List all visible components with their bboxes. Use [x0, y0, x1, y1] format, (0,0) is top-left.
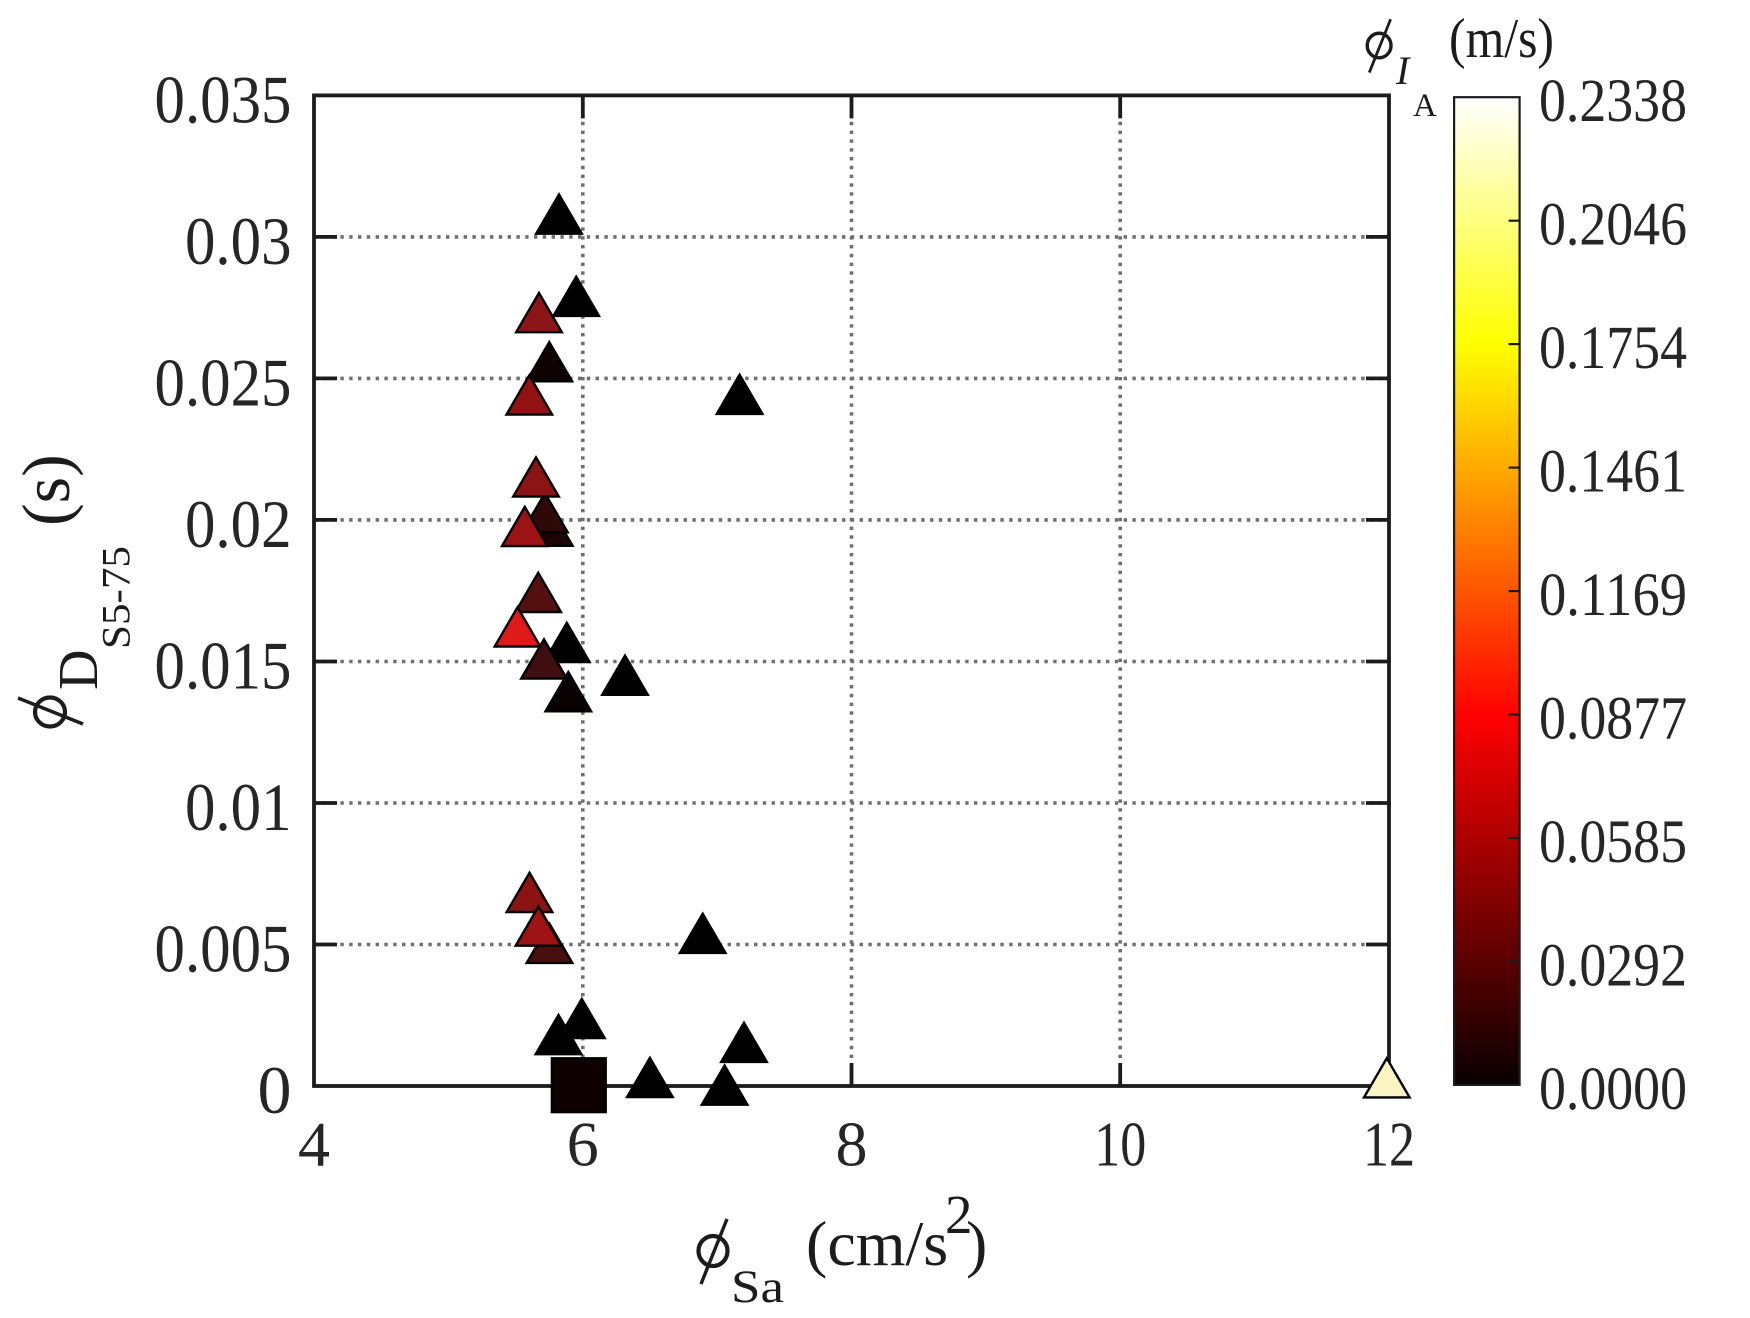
svg-text:10: 10 — [1094, 1109, 1146, 1180]
svg-text:(cm/s: (cm/s — [806, 1208, 948, 1279]
svg-text:): ) — [966, 1208, 987, 1279]
svg-text:0.1169: 0.1169 — [1539, 562, 1687, 629]
svg-text:S5-75: S5-75 — [94, 546, 139, 649]
svg-text:A: A — [1413, 88, 1437, 124]
svg-text:0.1754: 0.1754 — [1539, 315, 1687, 382]
svg-text:0.035: 0.035 — [155, 61, 292, 137]
svg-text:(m/s): (m/s) — [1449, 8, 1554, 70]
svg-text:0: 0 — [258, 1052, 292, 1128]
svg-text:0.1461: 0.1461 — [1539, 439, 1687, 506]
svg-text:0.2338: 0.2338 — [1539, 68, 1687, 135]
svg-text:6: 6 — [567, 1109, 599, 1180]
svg-text:0.005: 0.005 — [155, 911, 292, 987]
svg-text:2: 2 — [945, 1184, 973, 1245]
svg-text:12: 12 — [1363, 1109, 1415, 1180]
svg-text:0.0292: 0.0292 — [1539, 932, 1687, 999]
svg-text:0.015: 0.015 — [155, 628, 292, 704]
svg-text:D: D — [48, 650, 110, 690]
svg-text:0.01: 0.01 — [185, 769, 292, 845]
svg-text:0.02: 0.02 — [185, 486, 292, 562]
svg-text:Sa: Sa — [731, 1261, 784, 1313]
svg-text:0.0000: 0.0000 — [1539, 1056, 1687, 1123]
svg-text:0.0877: 0.0877 — [1539, 686, 1687, 753]
svg-text:I: I — [1395, 48, 1411, 93]
svg-text:8: 8 — [836, 1109, 868, 1180]
svg-text:0.03: 0.03 — [185, 203, 292, 279]
svg-text:0.025: 0.025 — [155, 344, 292, 420]
svg-text:(s): (s) — [8, 454, 84, 526]
svg-text:0.2046: 0.2046 — [1539, 192, 1687, 259]
svg-text:0.0585: 0.0585 — [1539, 809, 1687, 876]
svg-text:4: 4 — [298, 1109, 330, 1180]
